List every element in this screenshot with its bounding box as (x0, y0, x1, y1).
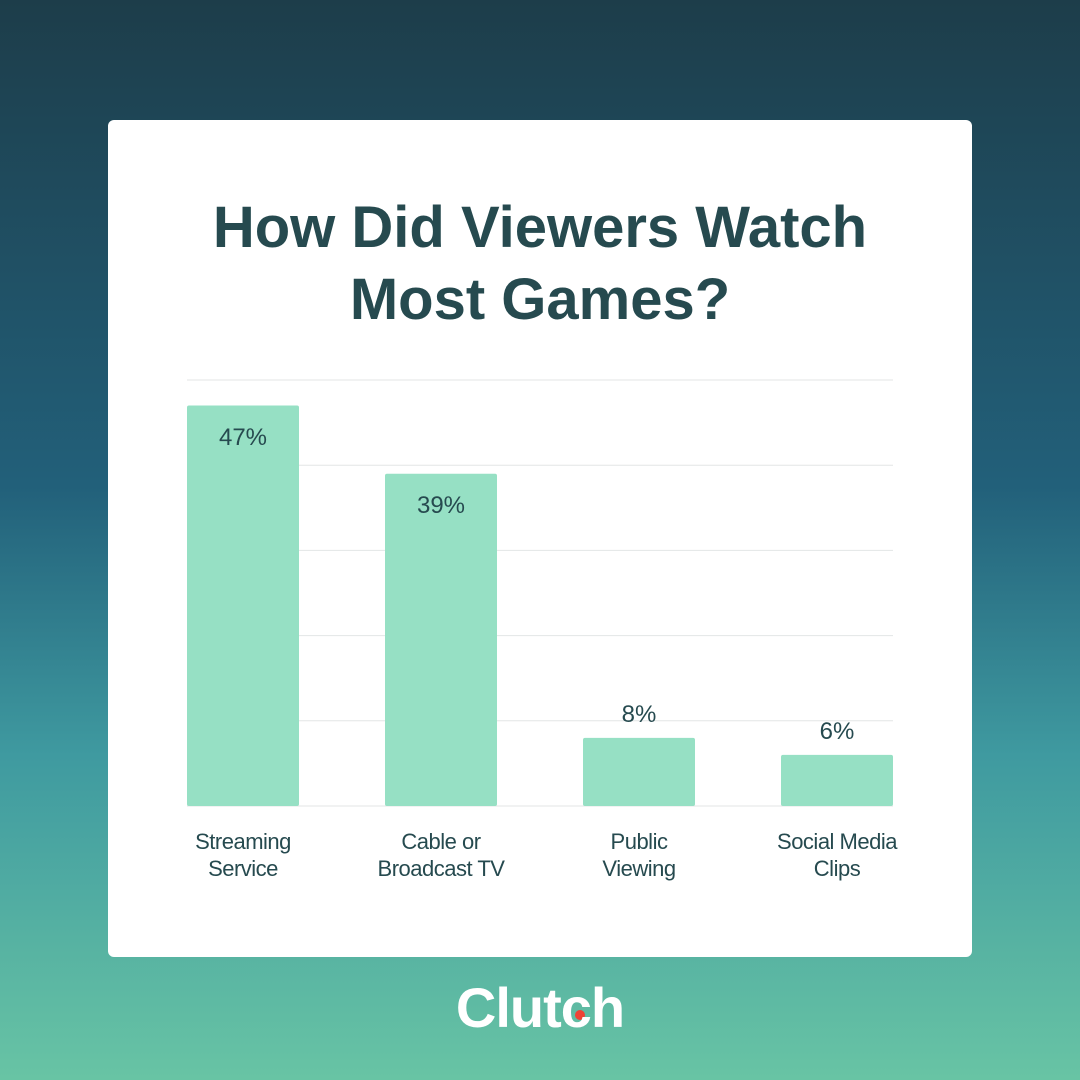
bar (781, 754, 893, 806)
bar (583, 737, 695, 806)
logo: Clutch (455, 976, 625, 1039)
logo-dot (575, 1010, 585, 1020)
chart-title: How Did Viewers Watch Most Games? (212, 195, 868, 332)
value-label: 39% (417, 492, 465, 519)
value-label: 6% (820, 718, 855, 745)
x-tick-label: Streaming Service (195, 829, 291, 881)
value-label: 47% (219, 424, 267, 451)
bar (385, 473, 497, 806)
x-tick-label: Cable or Broadcast TV (377, 829, 505, 881)
x-tick-label: Social Media Clips (777, 829, 897, 881)
x-tick-label: Public Viewing (602, 829, 676, 881)
value-label: 8% (622, 701, 657, 728)
bar (187, 405, 299, 806)
